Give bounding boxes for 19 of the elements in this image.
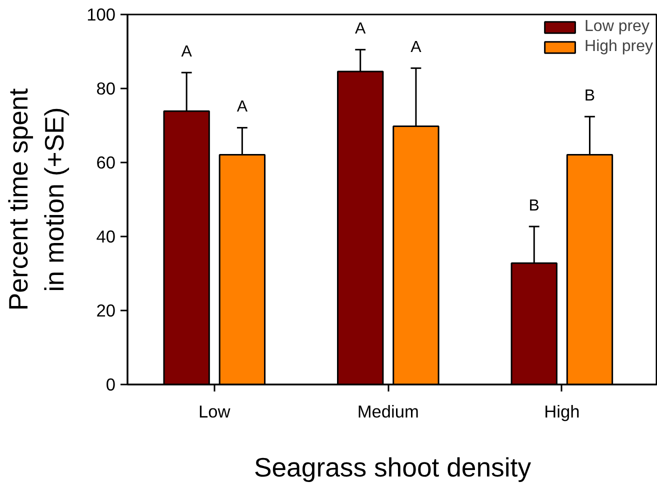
y-tick-label: 60 [96,152,116,172]
annotation: B [584,88,596,105]
x-tick-label: High [544,402,580,422]
y-tick-label: 40 [96,226,116,246]
y-tick-label: 100 [86,4,116,24]
annotation: A [355,20,366,38]
annotation: B [528,198,540,215]
x-tick-label: Medium [357,402,419,422]
x-axis-title: Seagrass shoot density [254,452,532,482]
y-tick-label: 20 [96,300,116,320]
annotation: A [410,39,422,56]
annotation: A [236,98,248,116]
annotation: A [181,44,192,61]
y-tick-label: 0 [106,374,116,394]
y-tick-label: 80 [96,78,116,98]
legend-label: High prey [584,38,653,56]
legend-label: Low prey [584,18,650,36]
y-axis-title: Percent time spent in motion (+SE) [4,88,70,311]
x-tick-label: Low [198,402,231,422]
